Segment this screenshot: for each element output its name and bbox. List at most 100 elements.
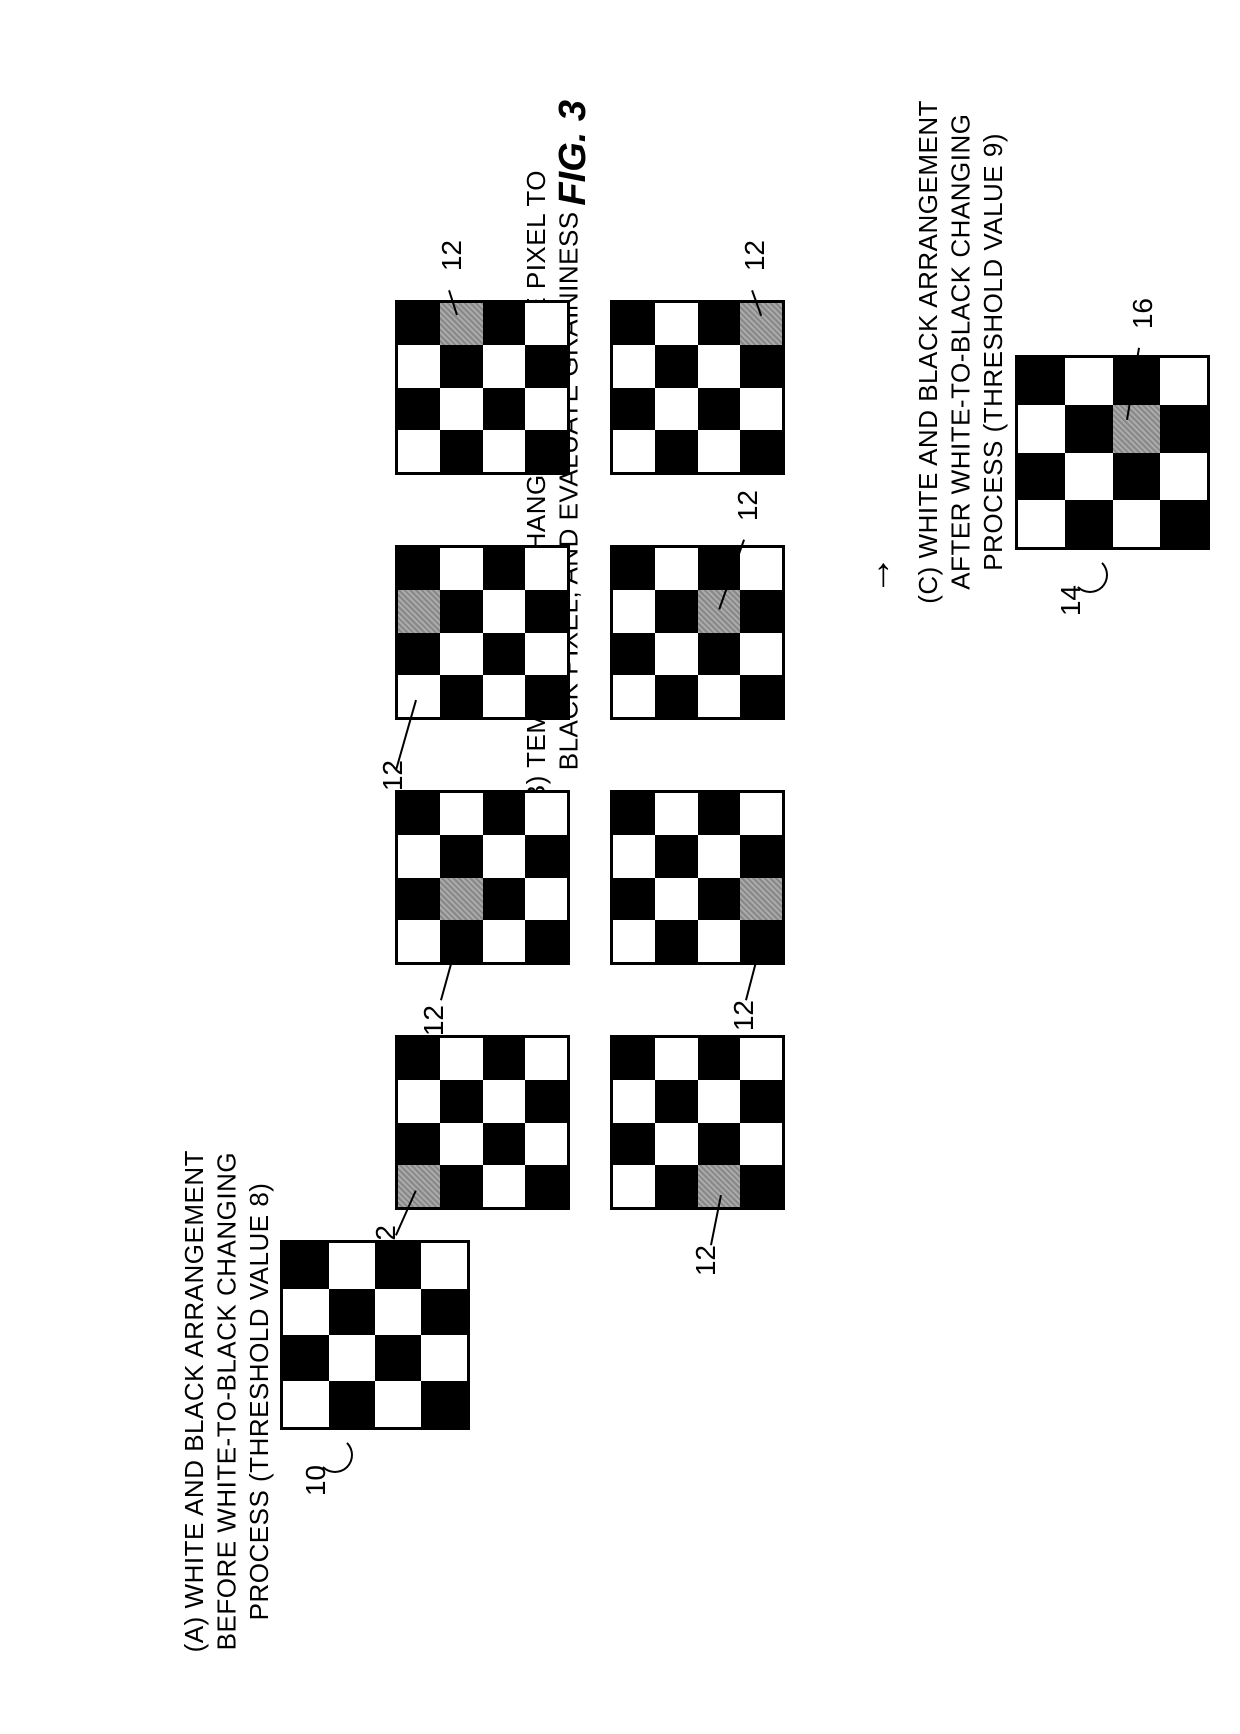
black-pixel — [398, 1123, 440, 1165]
black-pixel — [1018, 358, 1065, 405]
checker-grid — [280, 1240, 470, 1430]
gray-pixel — [398, 590, 440, 632]
white-pixel — [655, 633, 697, 675]
black-pixel — [613, 388, 655, 430]
white-pixel — [525, 303, 567, 345]
white-pixel — [613, 345, 655, 387]
black-pixel — [283, 1243, 329, 1289]
black-pixel — [740, 430, 782, 472]
white-pixel — [525, 793, 567, 835]
white-pixel — [483, 1165, 525, 1207]
black-pixel — [440, 345, 482, 387]
black-pixel — [655, 430, 697, 472]
white-pixel — [525, 1038, 567, 1080]
black-pixel — [525, 835, 567, 877]
black-pixel — [740, 345, 782, 387]
black-pixel — [613, 793, 655, 835]
black-pixel — [740, 835, 782, 877]
white-pixel — [655, 388, 697, 430]
gray-pixel — [698, 590, 740, 632]
leader-arc — [317, 1437, 353, 1473]
white-pixel — [398, 835, 440, 877]
black-pixel — [655, 675, 697, 717]
black-pixel — [398, 878, 440, 920]
white-pixel — [740, 793, 782, 835]
checker-grid — [610, 545, 785, 720]
black-pixel — [398, 548, 440, 590]
white-pixel — [698, 675, 740, 717]
gray-pixel — [440, 878, 482, 920]
white-pixel — [613, 675, 655, 717]
white-pixel — [440, 793, 482, 835]
black-pixel — [329, 1381, 375, 1427]
white-pixel — [655, 1123, 697, 1165]
leader-arc — [1072, 557, 1108, 593]
black-pixel — [655, 835, 697, 877]
white-pixel — [283, 1289, 329, 1335]
white-pixel — [740, 1123, 782, 1165]
white-pixel — [525, 878, 567, 920]
black-pixel — [440, 675, 482, 717]
white-pixel — [740, 633, 782, 675]
black-pixel — [440, 835, 482, 877]
checker-grid — [395, 790, 570, 965]
black-pixel — [698, 793, 740, 835]
reference-number: 12 — [418, 1005, 450, 1036]
white-pixel — [655, 1038, 697, 1080]
white-pixel — [375, 1289, 421, 1335]
black-pixel — [1160, 500, 1207, 547]
black-pixel — [329, 1289, 375, 1335]
black-pixel — [698, 633, 740, 675]
gray-pixel — [740, 878, 782, 920]
white-pixel — [421, 1335, 467, 1381]
white-pixel — [483, 835, 525, 877]
white-pixel — [613, 1165, 655, 1207]
black-pixel — [525, 345, 567, 387]
white-pixel — [440, 1038, 482, 1080]
black-pixel — [421, 1381, 467, 1427]
caption-c: (C) WHITE AND BLACK ARRANGEMENTAFTER WHI… — [912, 100, 1010, 604]
white-pixel — [483, 920, 525, 962]
black-pixel — [375, 1335, 421, 1381]
white-pixel — [655, 303, 697, 345]
black-pixel — [525, 1165, 567, 1207]
black-pixel — [421, 1289, 467, 1335]
black-pixel — [613, 1038, 655, 1080]
white-pixel — [1160, 358, 1207, 405]
black-pixel — [613, 633, 655, 675]
black-pixel — [698, 388, 740, 430]
black-pixel — [613, 303, 655, 345]
flow-arrow: → — [855, 555, 900, 595]
white-pixel — [398, 920, 440, 962]
white-pixel — [440, 548, 482, 590]
white-pixel — [613, 590, 655, 632]
white-pixel — [398, 1080, 440, 1122]
black-pixel — [1065, 405, 1112, 452]
black-pixel — [483, 793, 525, 835]
black-pixel — [655, 345, 697, 387]
black-pixel — [1065, 500, 1112, 547]
white-pixel — [483, 345, 525, 387]
white-pixel — [613, 920, 655, 962]
gray-pixel — [1113, 405, 1160, 452]
black-pixel — [740, 590, 782, 632]
black-pixel — [740, 1080, 782, 1122]
reference-number: 12 — [728, 1000, 760, 1031]
black-pixel — [483, 548, 525, 590]
white-pixel — [398, 430, 440, 472]
white-pixel — [440, 388, 482, 430]
white-pixel — [740, 548, 782, 590]
white-pixel — [283, 1381, 329, 1427]
white-pixel — [1018, 405, 1065, 452]
black-pixel — [440, 920, 482, 962]
white-pixel — [1018, 500, 1065, 547]
white-pixel — [698, 1080, 740, 1122]
black-pixel — [740, 1165, 782, 1207]
black-pixel — [525, 590, 567, 632]
white-pixel — [398, 675, 440, 717]
white-pixel — [1065, 358, 1112, 405]
white-pixel — [698, 835, 740, 877]
black-pixel — [525, 675, 567, 717]
black-pixel — [698, 303, 740, 345]
black-pixel — [483, 878, 525, 920]
